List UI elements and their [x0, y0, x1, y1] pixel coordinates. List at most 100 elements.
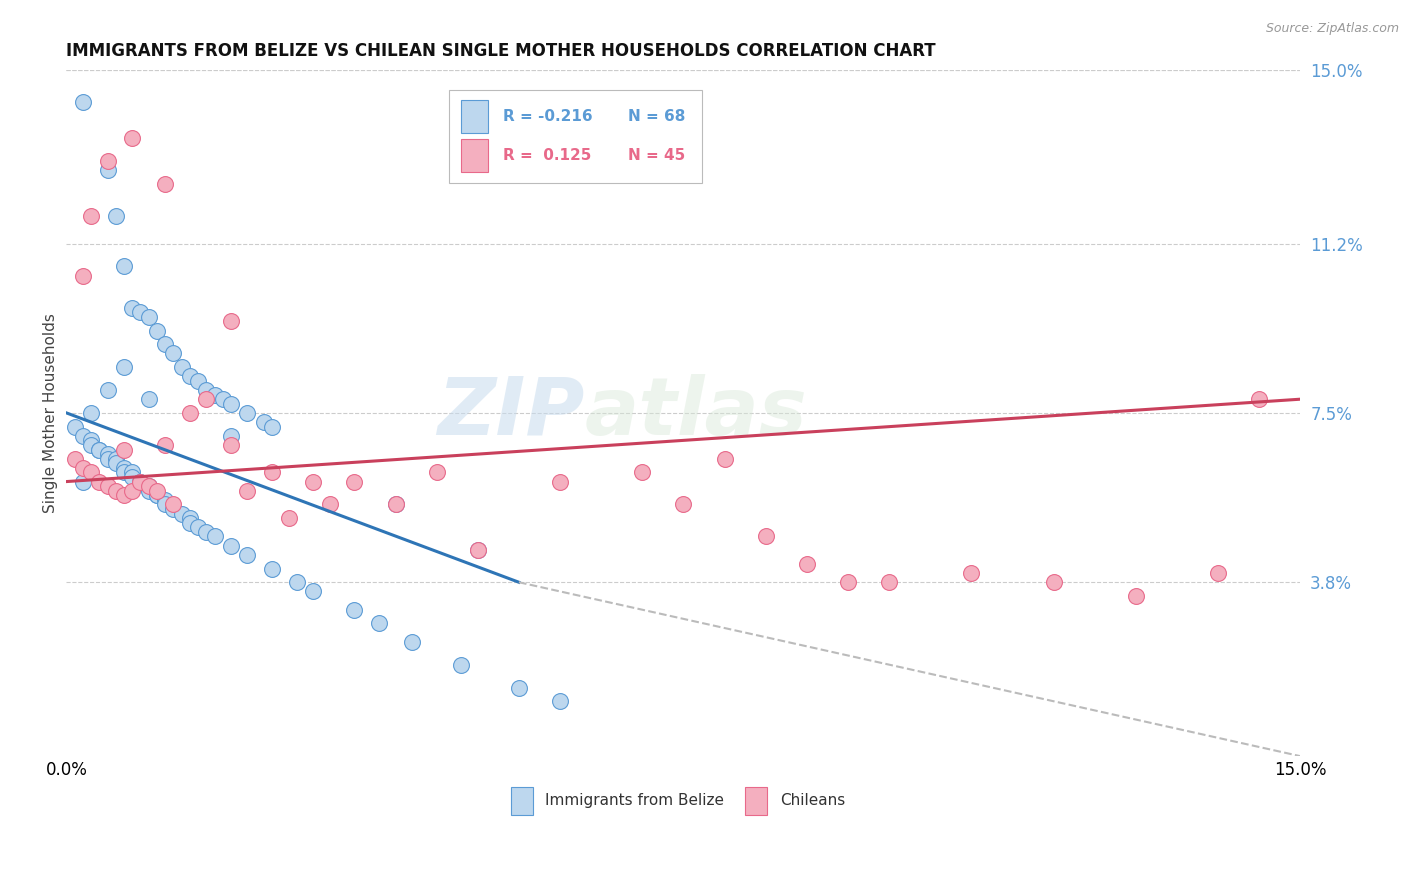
Point	[236, 406, 259, 420]
Point	[72, 460, 94, 475]
Point	[104, 209, 127, 223]
Point	[112, 360, 135, 375]
Point	[384, 498, 406, 512]
Point	[153, 492, 176, 507]
Point	[401, 634, 423, 648]
Point	[153, 438, 176, 452]
Point	[97, 447, 120, 461]
Point	[72, 475, 94, 489]
Point	[146, 488, 169, 502]
Point	[138, 479, 160, 493]
Point	[179, 369, 201, 384]
Point	[318, 498, 340, 512]
Point	[72, 268, 94, 283]
Text: Chileans: Chileans	[780, 793, 845, 808]
Point	[219, 429, 242, 443]
Point	[112, 442, 135, 457]
Point	[121, 301, 143, 315]
Point	[277, 511, 299, 525]
Point	[146, 483, 169, 498]
Point	[877, 575, 900, 590]
Point	[755, 529, 778, 543]
Point	[179, 516, 201, 530]
Point	[253, 415, 276, 429]
Point	[631, 466, 654, 480]
Point	[384, 498, 406, 512]
Point	[80, 406, 103, 420]
Text: N = 45: N = 45	[628, 148, 685, 163]
Point	[187, 374, 209, 388]
Point	[467, 543, 489, 558]
Point	[548, 694, 571, 708]
Bar	[745, 787, 768, 814]
Point	[219, 397, 242, 411]
Point	[129, 475, 152, 489]
Point	[121, 470, 143, 484]
Point	[112, 466, 135, 480]
Point	[112, 460, 135, 475]
Point	[343, 475, 366, 489]
Point	[153, 337, 176, 351]
Point	[187, 520, 209, 534]
Point	[80, 438, 103, 452]
Point	[179, 406, 201, 420]
Point	[72, 429, 94, 443]
Point	[153, 498, 176, 512]
Point	[138, 483, 160, 498]
Text: IMMIGRANTS FROM BELIZE VS CHILEAN SINGLE MOTHER HOUSEHOLDS CORRELATION CHART: IMMIGRANTS FROM BELIZE VS CHILEAN SINGLE…	[66, 42, 936, 60]
Point	[508, 681, 530, 695]
Point	[170, 507, 193, 521]
Point	[97, 479, 120, 493]
Point	[162, 498, 184, 512]
Point	[112, 260, 135, 274]
Point	[138, 479, 160, 493]
Point	[960, 566, 983, 580]
Point	[97, 163, 120, 178]
Point	[262, 561, 284, 575]
Point	[302, 475, 325, 489]
Point	[1206, 566, 1229, 580]
Point	[236, 548, 259, 562]
Point	[104, 483, 127, 498]
Point	[368, 616, 391, 631]
Point	[129, 475, 152, 489]
Text: R =  0.125: R = 0.125	[503, 148, 592, 163]
Point	[219, 438, 242, 452]
Point	[121, 466, 143, 480]
Point	[121, 483, 143, 498]
Point	[179, 511, 201, 525]
Point	[80, 466, 103, 480]
Point	[426, 466, 449, 480]
Point	[162, 346, 184, 360]
Point	[104, 456, 127, 470]
Point	[138, 310, 160, 324]
Point	[195, 392, 218, 407]
Point	[219, 314, 242, 328]
Point	[89, 475, 111, 489]
Point	[97, 451, 120, 466]
Bar	[510, 787, 533, 814]
Point	[80, 434, 103, 448]
Text: Source: ZipAtlas.com: Source: ZipAtlas.com	[1265, 22, 1399, 36]
Point	[112, 488, 135, 502]
Point	[104, 451, 127, 466]
Point	[170, 360, 193, 375]
Point	[204, 387, 226, 401]
Point	[97, 154, 120, 169]
Bar	[461, 139, 488, 172]
Text: ZIP: ZIP	[437, 374, 585, 452]
Text: N = 68: N = 68	[628, 109, 685, 124]
Point	[837, 575, 859, 590]
Text: atlas: atlas	[585, 374, 807, 452]
FancyBboxPatch shape	[449, 90, 702, 183]
Point	[195, 524, 218, 539]
Point	[80, 209, 103, 223]
Point	[97, 383, 120, 397]
Point	[219, 539, 242, 553]
Point	[713, 451, 735, 466]
Point	[285, 575, 308, 590]
Point	[262, 466, 284, 480]
Point	[796, 557, 818, 571]
Point	[63, 419, 86, 434]
Point	[1249, 392, 1271, 407]
